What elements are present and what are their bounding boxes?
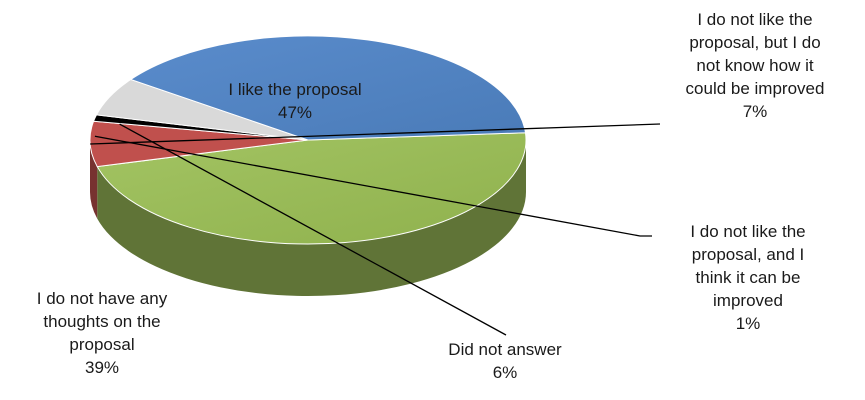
leader-line-dislike-improve <box>94 135 652 237</box>
label-dislike-improve-line-1: I do not like the <box>690 222 806 241</box>
label-dislike-no-idea-line-2: proposal, but I do <box>689 33 821 52</box>
label-no-thoughts-value: 39% <box>84 358 120 377</box>
label-dislike-no-idea-line-3: not know how it <box>696 56 814 75</box>
label-dislike-improve: I do not like the proposal, and I think … <box>648 220 848 335</box>
label-dislike-no-idea: I do not like the proposal, but I do not… <box>655 8 855 123</box>
pie-slice-like <box>96 132 527 245</box>
label-dislike-no-idea-line-1: I do not like the <box>697 10 813 29</box>
label-no-answer-value: 6% <box>492 363 518 382</box>
pie-slice-no-thoughts <box>129 35 527 141</box>
label-like-line-1: I like the proposal <box>228 80 362 99</box>
leader-line-dislike-no-idea <box>90 123 661 145</box>
label-dislike-improve-line-3: think it can be <box>695 268 801 287</box>
label-like: I like the proposal 47% <box>190 78 400 124</box>
label-dislike-improve-line-4: improved <box>713 291 783 310</box>
label-dislike-no-idea-line-4: could be improved <box>685 79 825 98</box>
label-like-value: 47% <box>277 103 313 122</box>
label-no-thoughts: I do not have any thoughts on the propos… <box>2 287 202 379</box>
label-dislike-no-idea-value: 7% <box>742 102 768 121</box>
pie-side-like <box>97 140 527 296</box>
label-no-answer: Did not answer 6% <box>410 338 600 384</box>
pie-side-dislike-no-idea <box>90 140 98 219</box>
label-no-thoughts-line-3: proposal <box>69 335 135 354</box>
label-no-thoughts-line-1: I do not have any <box>36 289 168 308</box>
label-no-answer-line-1: Did not answer <box>448 340 562 359</box>
leader-line-no-answer <box>119 123 507 336</box>
label-no-thoughts-line-2: thoughts on the <box>43 312 161 331</box>
label-dislike-improve-line-2: proposal, and I <box>691 245 805 264</box>
label-dislike-improve-value: 1% <box>735 314 761 333</box>
